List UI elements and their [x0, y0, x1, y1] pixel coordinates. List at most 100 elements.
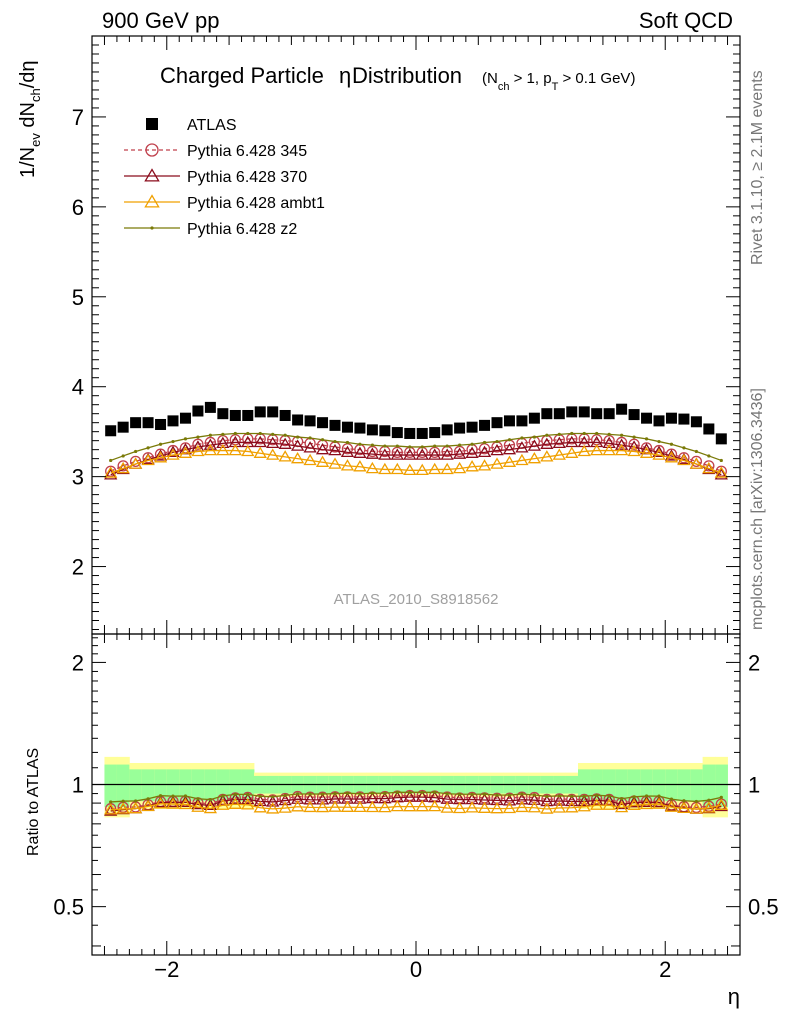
ratio-point: [283, 793, 287, 797]
ratio-point: [577, 800, 591, 812]
ratio-point: [365, 800, 380, 813]
series-point: [253, 446, 267, 458]
y-label-text: 1/N: [17, 147, 39, 178]
series-point: [595, 431, 599, 436]
ratio-point: [395, 790, 399, 794]
y-label-text: dN: [17, 102, 39, 133]
ratio-point: [290, 792, 305, 804]
atlas-point: [591, 408, 603, 420]
ratio-point: [203, 798, 218, 811]
series-point: [428, 448, 442, 460]
ratio-point: [532, 793, 536, 797]
ratio-point: [266, 802, 280, 814]
series-point: [408, 445, 412, 449]
ratio-point: [565, 801, 579, 813]
ratio-y-tick-label: 2: [72, 650, 84, 675]
ratio-point: [627, 798, 641, 810]
stat-band: [154, 769, 168, 802]
ratio-line: [110, 791, 722, 803]
series-point: [204, 436, 217, 449]
title-cut-subscript: ch: [498, 81, 510, 93]
series-point: [507, 438, 512, 442]
atlas-point: [304, 415, 316, 427]
series-point: [203, 438, 218, 450]
ratio-point: [228, 792, 242, 805]
ratio-point: [196, 797, 200, 801]
ratio-point: [378, 800, 392, 813]
ratio-point: [191, 797, 205, 810]
series-point: [477, 459, 492, 471]
atlas-point: [715, 433, 727, 445]
series-point: [370, 443, 374, 447]
ratio-point: [632, 795, 636, 799]
ratio-point: [664, 800, 679, 812]
series-point: [340, 459, 355, 471]
series-point: [664, 449, 679, 461]
series-point: [365, 447, 380, 459]
ratio-point: [254, 793, 266, 805]
ratio-point: [166, 795, 180, 808]
atlas-point: [466, 421, 478, 433]
stat-band: [677, 769, 691, 802]
stat-band: [166, 769, 180, 802]
stat-band: [690, 769, 704, 802]
ratio-point: [104, 803, 118, 815]
series-point: [702, 461, 716, 474]
atlas-point: [616, 403, 628, 415]
series-point: [433, 444, 437, 448]
series-point: [540, 437, 554, 449]
atlas-point: [391, 427, 403, 439]
ratio-point: [242, 791, 254, 804]
series-point: [415, 463, 429, 476]
x-tick-label: 2: [659, 957, 671, 982]
y-label-text: /dη: [17, 60, 39, 88]
ratio-point: [566, 793, 578, 805]
ratio-point: [515, 800, 529, 813]
atlas-point: [229, 409, 241, 421]
atlas-point: [641, 412, 653, 424]
ratio-point: [577, 794, 591, 807]
series-point: [104, 468, 118, 480]
ratio-point: [333, 792, 337, 796]
series-line: [110, 441, 722, 476]
ratio-point: [490, 801, 504, 814]
series-point: [171, 439, 175, 444]
series-point: [420, 445, 424, 449]
series-point: [714, 468, 728, 480]
ratio-point: [694, 799, 698, 804]
atlas-point: [179, 412, 191, 424]
series-point: [166, 445, 180, 458]
series-point: [358, 442, 362, 446]
series-point: [445, 444, 449, 448]
series-point: [644, 437, 649, 441]
atlas-point: [117, 421, 129, 433]
ratio-point: [433, 790, 437, 794]
ratio-point: [620, 797, 624, 801]
series-point: [328, 457, 342, 469]
mcplots-label: mcplots.cern.ch [arXiv:1306.3436]: [749, 388, 766, 630]
legend-label: Pythia 6.428 345: [187, 143, 307, 160]
chart-title: Charged Particle: [160, 63, 324, 88]
series-point: [283, 433, 287, 437]
atlas-point: [516, 415, 528, 427]
ratio-point: [246, 792, 250, 796]
y-tick-label: 6: [72, 195, 84, 220]
ratio-point: [428, 799, 442, 812]
series-point: [353, 446, 367, 458]
y-tick-label: 4: [72, 375, 84, 400]
atlas-point: [142, 417, 154, 429]
legend-label: Pythia 6.428 z2: [187, 221, 297, 238]
ratio-point: [502, 801, 517, 814]
series-point: [158, 442, 163, 446]
y-tick-label: 2: [72, 555, 84, 580]
atlas-point: [553, 408, 565, 420]
legend-entry: ATLAS: [146, 117, 237, 134]
series-point: [117, 460, 129, 472]
ratio-y-tick-label-right: 2: [748, 650, 760, 675]
series-point: [221, 432, 225, 436]
series-line: [110, 432, 722, 462]
ratio-point: [153, 797, 168, 809]
series-point: [241, 444, 255, 457]
ratio-point: [141, 799, 155, 812]
ratio-point: [540, 794, 554, 807]
